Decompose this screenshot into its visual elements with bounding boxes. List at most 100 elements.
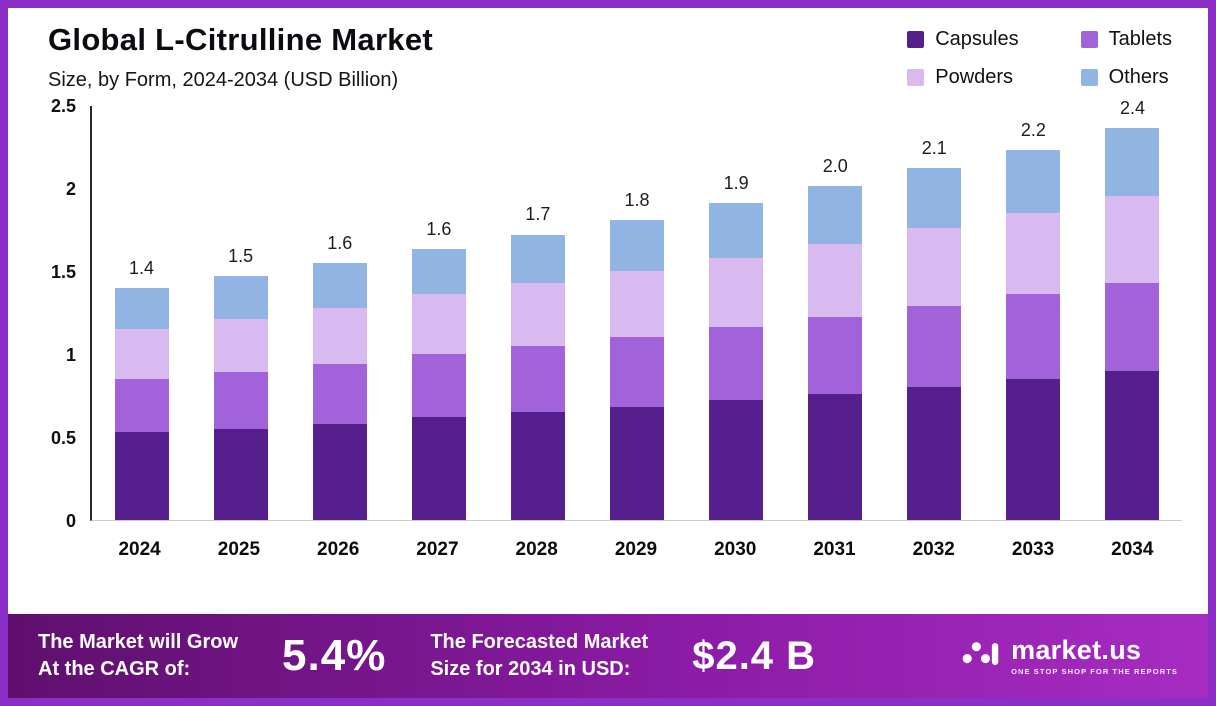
brand-name: market.us <box>1011 635 1142 666</box>
y-tick-label: 2.5 <box>50 96 76 116</box>
chart-body: 0 0.5 1 1.5 2 2.5 1.4 1.5 1.6 1.6 1.7 1.8 1.9 2.0 2.1… <box>28 97 1182 530</box>
legend-item-others: Others <box>1080 66 1172 89</box>
bar-2033: 2.2 <box>984 106 1083 520</box>
plot-area: 1.4 1.5 1.6 1.6 1.7 1.8 1.9 2.0 2.1 2.2 2.4 <box>90 99 1182 521</box>
bar-segment-powders <box>1006 212 1061 295</box>
bar-2027: 1.6 <box>389 106 488 520</box>
cagr-label-line2: At the CAGR of: <box>38 658 191 680</box>
bar-stack <box>610 219 665 520</box>
bar-segment-others <box>1105 128 1160 197</box>
chart-section: Global L-Citrulline Market Size, by Form… <box>8 8 1208 614</box>
legend-swatch-tablets <box>1080 31 1098 48</box>
legend-label: Others <box>1108 66 1169 88</box>
bar-segment-powders <box>213 319 268 373</box>
bar-segment-tablets <box>709 327 764 401</box>
legend-label: Powders <box>935 66 1014 88</box>
bar-2025: 1.5 <box>191 106 290 520</box>
x-axis-label: 2029 <box>614 539 658 560</box>
legend-item-tablets: Tablets <box>1080 28 1172 51</box>
y-tick-label: 2 <box>65 179 76 199</box>
bar-segment-powders <box>411 294 466 355</box>
legend-label: Capsules <box>935 28 1019 50</box>
bar-segment-capsules <box>1105 370 1160 520</box>
bar-total-label: 1.6 <box>327 232 353 253</box>
plot-wrap: 1.4 1.5 1.6 1.6 1.7 1.8 1.9 2.0 2.1 2.2 2.4 <box>90 99 1182 521</box>
x-axis-label: 2030 <box>714 539 757 560</box>
legend-swatch-capsules <box>907 31 925 48</box>
bar-segment-tablets <box>411 354 466 418</box>
bar-total-label: 1.9 <box>723 172 749 193</box>
bar-2028: 1.7 <box>488 106 587 520</box>
bar-segment-others <box>213 276 268 320</box>
legend-item-powders: Powders <box>907 66 1018 89</box>
legend-swatch-others <box>1080 69 1098 86</box>
bar-segment-capsules <box>411 417 466 520</box>
x-axis-label: 2026 <box>317 539 360 560</box>
x-axis-label: 2024 <box>118 539 161 560</box>
title-block: Global L-Citrulline Market Size, by Form… <box>48 22 433 92</box>
bar-stack <box>114 287 169 520</box>
bar-segment-capsules <box>907 387 962 520</box>
bar-total-label: 2.0 <box>822 156 848 177</box>
bar-segment-powders <box>1105 196 1160 283</box>
y-tick-label: 1.5 <box>50 262 76 282</box>
bar-segment-capsules <box>1006 378 1061 520</box>
bar-segment-tablets <box>1006 294 1061 379</box>
bar-2034: 2.4 <box>1083 99 1182 520</box>
x-axis-label: 2027 <box>416 539 459 560</box>
forecast-value: $2.4 B <box>692 633 817 678</box>
bar-segment-others <box>114 287 169 330</box>
marketus-logo-icon <box>959 635 1001 678</box>
bar-segment-tablets <box>1105 282 1160 371</box>
bar-segment-tablets <box>610 337 665 408</box>
bar-stack <box>808 186 863 520</box>
bar-segment-powders <box>709 257 764 328</box>
bar-segment-capsules <box>709 400 764 520</box>
bar-segment-powders <box>510 282 565 346</box>
bar-segment-others <box>709 202 764 258</box>
bar-2029: 1.8 <box>587 106 686 520</box>
legend: Capsules Tablets Powders Others <box>907 22 1176 89</box>
bar-2024: 1.4 <box>92 106 191 520</box>
bar-total-label: 2.1 <box>921 138 947 159</box>
bar-stack <box>213 276 268 520</box>
x-axis-label: 2025 <box>217 539 261 560</box>
bar-segment-capsules <box>510 412 565 520</box>
legend-item-capsules: Capsules <box>907 28 1019 51</box>
bar-segment-capsules <box>808 393 863 520</box>
bar-segment-powders <box>312 307 367 364</box>
chart-header: Global L-Citrulline Market Size, by Form… <box>28 14 1182 92</box>
bar-segment-others <box>411 249 466 295</box>
bar-total-label: 2.2 <box>1020 119 1046 140</box>
y-tick-label: 0.5 <box>50 428 76 448</box>
x-axis-label: 2031 <box>813 539 856 560</box>
cagr-label-line1: The Market will Grow <box>38 631 239 653</box>
bar-total-label: 1.8 <box>624 189 650 210</box>
bar-segment-tablets <box>213 372 268 429</box>
forecast-label-line1: The Forecasted Market <box>430 631 649 653</box>
cagr-label: The Market will Grow At the CAGR of: <box>38 629 238 683</box>
bar-total-label: 1.7 <box>525 204 551 225</box>
y-axis: 0 0.5 1 1.5 2 2.5 <box>28 97 90 530</box>
bar-segment-powders <box>610 271 665 338</box>
legend-swatch-powders <box>907 69 925 86</box>
bar-2032: 2.1 <box>885 106 984 520</box>
bar-segment-powders <box>907 227 962 306</box>
bar-segment-others <box>907 168 962 228</box>
bar-segment-others <box>312 262 367 308</box>
bar-segment-tablets <box>114 378 169 433</box>
bar-stack <box>907 168 962 520</box>
bar-segment-tablets <box>510 345 565 413</box>
bar-2031: 2.0 <box>786 106 885 520</box>
bar-stack <box>709 202 764 520</box>
y-tick-label: 0 <box>65 511 76 531</box>
page-title: Global L-Citrulline Market <box>48 22 434 57</box>
bar-segment-capsules <box>114 432 169 520</box>
legend-label: Tablets <box>1108 28 1172 50</box>
cagr-value: 5.4% <box>282 631 387 680</box>
forecast-label-line2: Size for 2034 in USD: <box>430 658 631 680</box>
bar-segment-capsules <box>610 407 665 520</box>
bar-total-label: 1.5 <box>228 245 254 266</box>
x-axis-label: 2032 <box>912 539 955 560</box>
